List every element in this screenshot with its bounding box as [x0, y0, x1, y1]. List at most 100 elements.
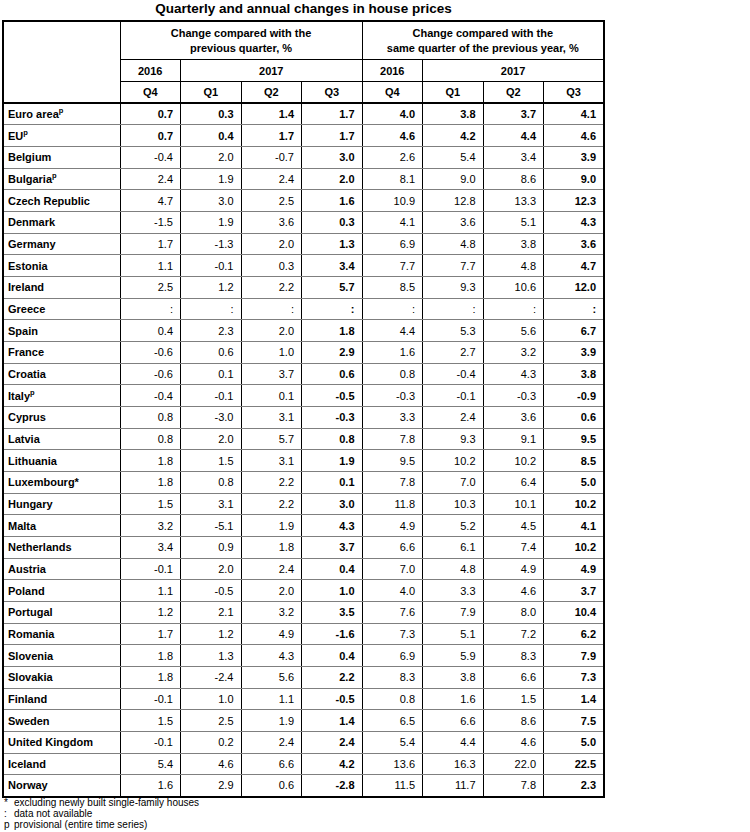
value-cell: 0.6	[302, 363, 363, 385]
value-cell: -0.3	[302, 406, 363, 428]
value-cell: 0.7	[120, 125, 181, 147]
value-cell: 3.4	[302, 255, 363, 277]
value-cell: 0.1	[181, 363, 242, 385]
value-cell: -0.1	[120, 558, 181, 580]
table-row: Ireland2.51.22.25.78.59.310.612.0	[3, 276, 604, 298]
value-cell: :	[181, 298, 242, 320]
value-cell: 6.9	[362, 645, 423, 667]
value-cell: :	[362, 298, 423, 320]
value-cell: 0.8	[362, 363, 423, 385]
table-row: Lithuania1.81.53.11.99.510.210.28.5	[3, 450, 604, 472]
value-cell: 2.0	[241, 233, 302, 255]
table-row: Croatia-0.60.13.70.60.8-0.44.33.8	[3, 363, 604, 385]
footnote-symbol: *	[4, 797, 14, 808]
value-cell: 7.8	[483, 775, 544, 797]
group2-line1: Change compared with the	[412, 27, 553, 39]
value-cell: :	[483, 298, 544, 320]
table-row: Norway1.62.90.6-2.811.511.77.82.3	[3, 775, 604, 797]
value-cell: 7.9	[423, 601, 484, 623]
value-cell: 4.8	[483, 255, 544, 277]
value-cell: 3.1	[181, 493, 242, 515]
value-cell: -0.5	[302, 688, 363, 710]
footnote-text: provisional (entire time series)	[14, 819, 147, 830]
quarter-header: Q3	[544, 82, 605, 104]
country-name: France	[3, 341, 120, 363]
table-row: Hungary1.53.12.23.011.810.310.110.2	[3, 493, 604, 515]
country-name: Malta	[3, 515, 120, 537]
value-cell: -0.9	[544, 385, 605, 407]
value-cell: -0.1	[181, 385, 242, 407]
table-row: Netherlands3.40.91.83.76.66.17.410.2	[3, 536, 604, 558]
value-cell: 5.0	[544, 471, 605, 493]
value-cell: 1.9	[181, 168, 242, 190]
quarter-header: Q4	[362, 82, 423, 104]
value-cell: 4.1	[544, 103, 605, 125]
value-cell: 10.2	[544, 493, 605, 515]
value-cell: 6.6	[362, 536, 423, 558]
value-cell: 8.5	[362, 276, 423, 298]
value-cell: 4.6	[483, 580, 544, 602]
value-cell: 3.7	[241, 363, 302, 385]
country-name: Latvia	[3, 428, 120, 450]
country-name: Estonia	[3, 255, 120, 277]
value-cell: 4.4	[483, 125, 544, 147]
table-row: Greece::::::::	[3, 298, 604, 320]
value-cell: 6.6	[241, 753, 302, 775]
value-cell: 3.3	[362, 406, 423, 428]
value-cell: 4.9	[362, 515, 423, 537]
value-cell: 10.2	[423, 450, 484, 472]
value-cell: 1.8	[241, 536, 302, 558]
country-name: Croatia	[3, 363, 120, 385]
country-name: Lithuania	[3, 450, 120, 472]
value-cell: 2.0	[181, 428, 242, 450]
value-cell: -0.4	[120, 385, 181, 407]
country-name: Czech Republic	[3, 190, 120, 212]
value-cell: -0.6	[120, 341, 181, 363]
value-cell: 1.9	[181, 211, 242, 233]
country-name: Spain	[3, 320, 120, 342]
value-cell: :	[423, 298, 484, 320]
value-cell: 4.8	[423, 233, 484, 255]
page-title: Quarterly and annual changes in house pr…	[3, 1, 604, 16]
value-cell: 3.9	[544, 146, 605, 168]
country-name: Poland	[3, 580, 120, 602]
value-cell: 7.3	[362, 623, 423, 645]
table-row: Spain0.42.32.01.84.45.35.66.7	[3, 320, 604, 342]
table-row: Luxembourg*1.80.82.20.17.87.06.45.0	[3, 471, 604, 493]
country-name: Slovenia	[3, 645, 120, 667]
value-cell: 4.4	[423, 731, 484, 753]
value-cell: 6.6	[483, 666, 544, 688]
value-cell: 1.6	[302, 190, 363, 212]
value-cell: 4.9	[483, 558, 544, 580]
value-cell: 4.7	[120, 190, 181, 212]
value-cell: -0.3	[483, 385, 544, 407]
value-cell: 4.2	[302, 753, 363, 775]
value-cell: 1.1	[241, 688, 302, 710]
table-row: Denmark-1.51.93.60.34.13.65.14.3	[3, 211, 604, 233]
value-cell: 2.5	[241, 190, 302, 212]
value-cell: 1.6	[120, 775, 181, 797]
value-cell: 9.5	[544, 428, 605, 450]
value-cell: -0.4	[423, 363, 484, 385]
country-name: Belgium	[3, 146, 120, 168]
value-cell: 0.8	[181, 471, 242, 493]
country-name: Portugal	[3, 601, 120, 623]
value-cell: :	[302, 298, 363, 320]
value-cell: 5.7	[241, 428, 302, 450]
value-cell: 4.4	[362, 320, 423, 342]
value-cell: 1.6	[362, 341, 423, 363]
value-cell: 4.6	[483, 731, 544, 753]
value-cell: 7.4	[483, 536, 544, 558]
value-cell: 8.6	[483, 168, 544, 190]
value-cell: 0.4	[120, 320, 181, 342]
table-row: EUp0.70.41.71.74.64.24.44.6	[3, 125, 604, 147]
value-cell: 7.0	[362, 558, 423, 580]
footnote-text: data not available	[14, 808, 92, 819]
value-cell: 0.4	[302, 645, 363, 667]
value-cell: 1.5	[483, 688, 544, 710]
table-row: Cyprus0.8-3.03.1-0.33.32.43.60.6	[3, 406, 604, 428]
value-cell: 5.7	[302, 276, 363, 298]
value-cell: 8.5	[544, 450, 605, 472]
value-cell: -0.1	[120, 731, 181, 753]
value-cell: 2.4	[423, 406, 484, 428]
